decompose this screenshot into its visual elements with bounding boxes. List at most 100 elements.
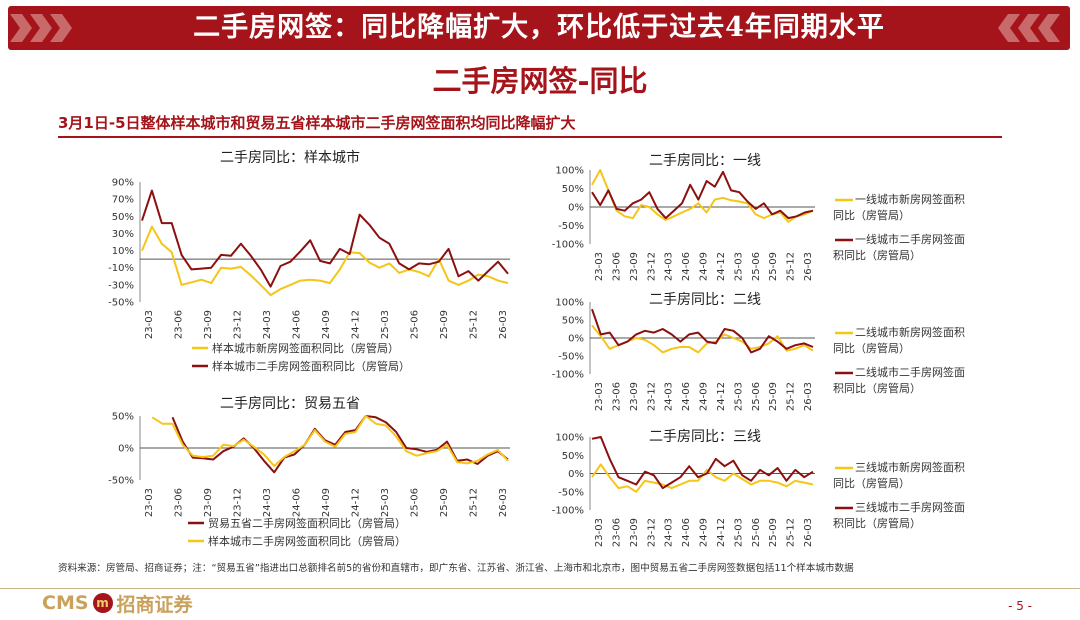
x-tick-label: 26-03 — [803, 382, 814, 411]
x-tick-label: 24-06 — [292, 488, 303, 517]
x-tick-label: 24-12 — [716, 382, 727, 411]
y-tick-label: -50% — [558, 487, 584, 498]
y-tick-label: -100% — [552, 370, 584, 381]
legend-label: 三线城市二手房网签面积同比（房管局） — [833, 500, 965, 530]
y-tick-label: 50% — [562, 451, 584, 462]
x-tick-label: 24-12 — [351, 310, 362, 339]
legend-label: 一线城市二手房网签面积同比（房管局） — [833, 232, 965, 262]
series-line-2 — [591, 170, 814, 220]
x-tick-label: 24-03 — [664, 518, 675, 547]
series-line-1 — [591, 324, 814, 354]
x-tick-label: 24-12 — [351, 488, 362, 517]
x-tick-label: 23-03 — [144, 488, 155, 517]
x-tick-label: 24-09 — [321, 310, 332, 339]
x-tick-label: 25-03 — [733, 252, 744, 281]
x-tick-label: 24-09 — [321, 488, 332, 517]
logo-company-name: 招商证券 — [116, 593, 193, 616]
y-tick-label: -50% — [108, 476, 134, 487]
x-tick-label: 23-06 — [611, 382, 622, 411]
x-tick-label: 25-12 — [469, 310, 480, 339]
x-tick-label: 25-12 — [786, 252, 797, 281]
y-tick-label: 0% — [118, 444, 134, 455]
legend-label: 贸易五省二手房网签面积同比（房管局） — [208, 516, 406, 530]
headline-divider — [58, 136, 1002, 138]
x-tick-label: 24-09 — [699, 252, 710, 281]
x-tick-label: 25-03 — [733, 518, 744, 547]
x-tick-label: 23-09 — [203, 310, 214, 339]
x-tick-label: 26-03 — [803, 252, 814, 281]
y-tick-label: -50% — [108, 298, 134, 309]
x-tick-label: 25-09 — [439, 488, 450, 517]
y-tick-label: 10% — [112, 246, 134, 257]
x-tick-label: 24-09 — [699, 382, 710, 411]
chart-title: 二手房同比：二线 — [649, 292, 761, 308]
legend-label: 样本城市二手房网签面积同比（房管局） — [212, 359, 410, 373]
x-tick-label: 24-09 — [699, 518, 710, 547]
chevron-right-decoration-icon — [998, 14, 1060, 42]
x-tick-label: 25-03 — [733, 382, 744, 411]
x-tick-label: 23-09 — [629, 382, 640, 411]
y-tick-label: 50% — [112, 212, 134, 223]
series-line-2 — [151, 415, 509, 467]
y-tick-label: 70% — [112, 195, 134, 206]
legend-label: 样本城市新房网签面积同比（房管局） — [212, 341, 399, 355]
x-tick-label: 24-03 — [664, 382, 675, 411]
y-tick-label: -50% — [558, 221, 584, 232]
legend-label: 二线城市二手房网签面积同比（房管局） — [833, 365, 965, 395]
series-line-2 — [591, 308, 814, 354]
logo-mark-icon: m — [92, 593, 113, 613]
x-tick-label: 24-03 — [664, 252, 675, 281]
x-tick-label: 23-12 — [646, 252, 657, 281]
x-tick-label: 23-03 — [594, 518, 605, 547]
chart-title: 二手房同比：一线 — [649, 153, 761, 169]
logo-cms-text: CMS — [42, 592, 89, 614]
company-logo: CMS m 招商证券 — [42, 590, 193, 616]
footer-divider — [0, 588, 1080, 589]
x-tick-label: 23-06 — [611, 252, 622, 281]
x-tick-label: 23-03 — [594, 382, 605, 411]
series-line-1 — [591, 463, 814, 493]
section-subtitle: 二手房网签-同比 — [432, 64, 648, 98]
x-tick-label: 23-03 — [594, 252, 605, 281]
x-tick-label: 23-06 — [174, 488, 185, 517]
x-tick-label: 23-12 — [646, 518, 657, 547]
y-tick-label: -10% — [108, 263, 134, 274]
legend-label: 一线城市新房网签面积同比（房管局） — [833, 192, 965, 222]
y-tick-label: 100% — [555, 298, 584, 309]
legend-label: 三线城市新房网签面积同比（房管局） — [833, 460, 965, 490]
source-note: 资料来源：房管局、招商证券；注：“贸易五省”指进出口总额排名前5的省份和直辖市，… — [58, 563, 854, 574]
x-tick-label: 24-03 — [262, 310, 273, 339]
y-tick-label: 100% — [555, 166, 584, 177]
x-tick-label: 24-06 — [681, 518, 692, 547]
x-tick-label: 23-06 — [611, 518, 622, 547]
y-tick-label: -50% — [558, 352, 584, 363]
chart-tier3: 二手房同比：三线 100% 50% 0% -50% -100% 23-03 23-06 23-0… — [552, 429, 965, 547]
x-tick-label: 25-03 — [380, 310, 391, 339]
y-tick-label: -30% — [108, 280, 134, 291]
x-tick-label: 25-09 — [768, 518, 779, 547]
x-tick-label: 23-12 — [233, 488, 244, 517]
x-tick-label: 25-09 — [439, 310, 450, 339]
page-number: - 5 - — [1008, 599, 1032, 613]
chart-tier2: 二手房同比：二线 100% 50% 0% -50% -100% 23-03 23-06 23-0… — [552, 292, 965, 411]
x-tick-label: 25-06 — [751, 252, 762, 281]
x-tick-label: 25-12 — [786, 518, 797, 547]
chart-sample-cities: 二手房同比：样本城市 90% 70% 50% 30% 10% -10% -30% -50% 23-… — [108, 149, 510, 373]
legend-label: 二线城市新房网签面积同比（房管局） — [833, 325, 965, 355]
series-line-1 — [171, 415, 509, 474]
x-tick-label: 25-09 — [768, 252, 779, 281]
x-tick-label: 25-12 — [786, 382, 797, 411]
chart-title: 二手房同比：三线 — [649, 429, 761, 445]
series-line-1 — [591, 169, 814, 223]
x-tick-label: 25-06 — [410, 310, 421, 339]
y-tick-label: 50% — [112, 412, 134, 423]
series-line-1 — [141, 225, 509, 297]
x-tick-label: 25-09 — [768, 382, 779, 411]
x-tick-label: 26-03 — [498, 310, 509, 339]
chart-tier1: 二手房同比：一线 100% 50% 0% -50% -100% 23-03 23-06 23-0… — [552, 153, 965, 281]
x-tick-label: 23-03 — [144, 310, 155, 339]
x-tick-label: 24-03 — [262, 488, 273, 517]
x-tick-label: 24-06 — [681, 252, 692, 281]
x-tick-label: 25-03 — [380, 488, 391, 517]
x-tick-label: 23-09 — [629, 518, 640, 547]
